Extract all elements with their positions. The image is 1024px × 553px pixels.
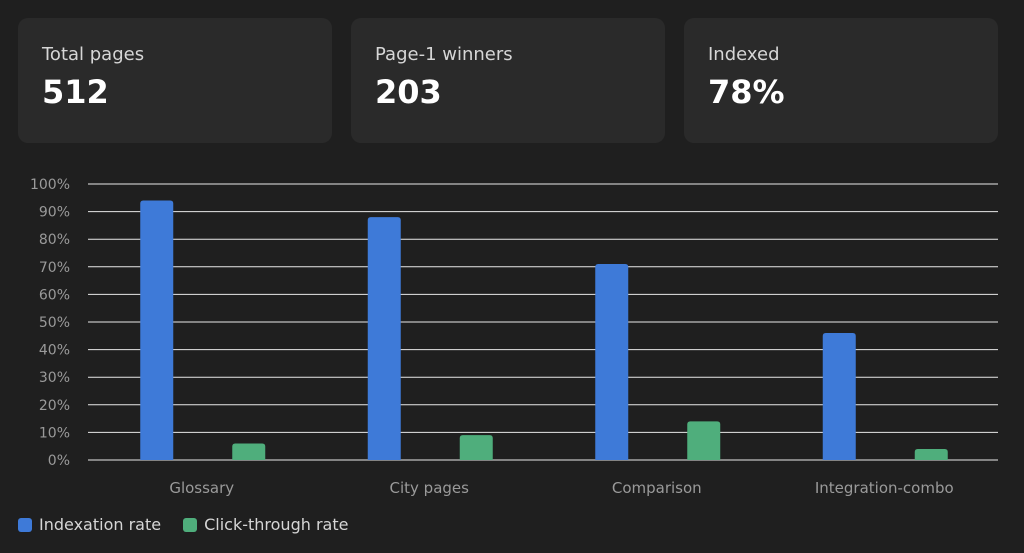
y-tick-label: 0% (48, 453, 70, 469)
stat-value: 203 (375, 73, 442, 111)
legend-label: Click-through rate (204, 515, 349, 534)
stat-label: Indexed (708, 44, 780, 65)
stat-value: 78% (708, 73, 785, 111)
bar-indexation-rate (595, 264, 629, 460)
y-tick-label: 40% (39, 343, 70, 359)
y-tick-label: 20% (39, 398, 70, 414)
bar-chart: 0% 10% 20% 30% 40% 50% 60% 70% 80% 90% 100% Glossar… (30, 177, 998, 497)
stat-cards: Total pages 512 Page-1 winners 203 Index… (18, 18, 998, 143)
bar-click-through-rate (232, 443, 266, 460)
bar-click-through-rate (687, 421, 721, 460)
bar-indexation-rate (822, 333, 856, 460)
x-tick-label: City pages (390, 479, 470, 497)
bar-click-through-rate (914, 448, 948, 460)
y-tick-label: 80% (39, 232, 70, 248)
x-tick-label: Comparison (612, 479, 702, 497)
x-tick-label: Glossary (169, 479, 234, 497)
bar-indexation-rate (140, 200, 174, 460)
bar-indexation-rate (367, 217, 401, 460)
y-tick-label: 100% (30, 177, 70, 193)
x-tick-label: Integration-combo (815, 479, 954, 497)
legend-label: Indexation rate (39, 515, 162, 534)
y-tick-label: 10% (39, 425, 70, 441)
chart-legend: Indexation rate Click-through rate (18, 515, 370, 534)
stat-card-total-pages: Total pages 512 (18, 18, 332, 143)
stat-value: 512 (42, 73, 109, 111)
y-tick-label: 90% (39, 205, 70, 221)
stat-card-indexed: Indexed 78% (684, 18, 998, 143)
y-tick-label: 50% (39, 315, 70, 331)
y-tick-label: 60% (39, 287, 70, 303)
y-tick-label: 70% (39, 260, 70, 276)
legend-swatch (18, 517, 32, 532)
legend-swatch (183, 517, 198, 532)
legend-item-indexation-rate[interactable]: Indexation rate (18, 515, 161, 534)
y-tick-label: 30% (39, 370, 70, 386)
stat-label: Page-1 winners (375, 44, 513, 65)
legend-item-click-through-rate[interactable]: Click-through rate (183, 515, 348, 534)
stat-label: Total pages (42, 44, 145, 65)
bar-click-through-rate (459, 435, 493, 460)
stat-card-page-1-winners: Page-1 winners 203 (351, 18, 665, 143)
